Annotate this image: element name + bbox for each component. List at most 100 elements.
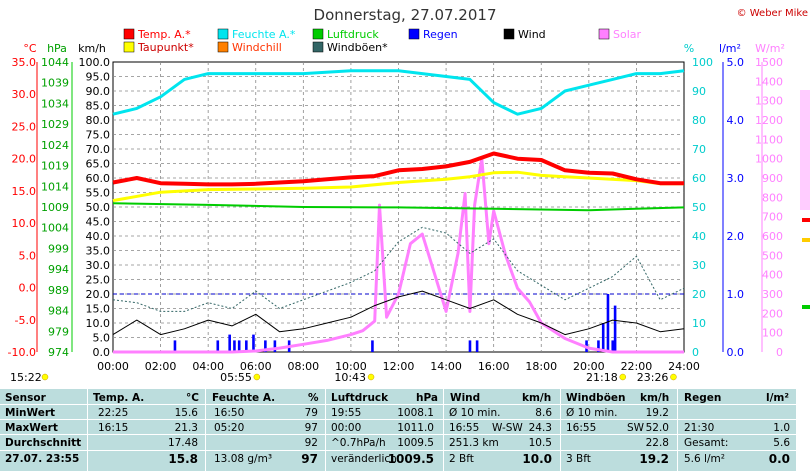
tick-label-humidity: 50	[692, 201, 706, 214]
right-edge-strip	[800, 90, 810, 309]
series-line-windb-en	[112, 226, 685, 312]
table-cell-wind-v: 10.0	[522, 452, 552, 466]
legend-label: Taupunkt*	[137, 41, 194, 54]
sun-marker-label: 05:55	[220, 371, 252, 384]
tick-label-wind: 25.0	[86, 274, 111, 287]
table-cell-press-t: ^0.7hPa/h	[331, 437, 386, 449]
x-tick-label: 10:00	[335, 360, 367, 373]
table-cell-rain-v: 5.6	[773, 437, 790, 449]
tick-label-wind: 35.0	[86, 245, 111, 258]
tick-label-temp: 35.0	[12, 56, 37, 69]
header-pressure-unit: hPa	[416, 392, 438, 404]
tick-label-solar: 1500	[755, 56, 783, 69]
tick-label-wind: 30.0	[86, 259, 111, 272]
series-lines	[112, 69, 685, 354]
tick-label-wind: 80.0	[86, 114, 111, 127]
table-cell-wind-v: 24.3	[528, 422, 552, 434]
table-cell-rain-t: 21:30	[684, 422, 715, 434]
tick-label-pressure: 1009	[41, 201, 69, 214]
tick-label-pressure: 1044	[41, 56, 69, 69]
table-cell-press-v: 1009.5	[397, 437, 434, 449]
sun-marker-icon	[619, 373, 627, 381]
tick-label-wind: 60.0	[86, 172, 111, 185]
legend-swatch	[408, 28, 420, 40]
tick-label-pressure: 989	[48, 284, 69, 297]
tick-label-humidity: 10	[692, 317, 706, 330]
tick-label-temp: 25.0	[12, 120, 37, 133]
table-cell-rain-t: 5.6 l/m²	[684, 453, 725, 465]
x-tick-label: 16:00	[478, 360, 510, 373]
unit-label-solar: W/m²	[755, 42, 785, 55]
tick-label-temp: 10.0	[12, 217, 37, 230]
rain-bars	[173, 294, 617, 352]
tick-label-pressure: 979	[48, 325, 69, 338]
rain-bar	[601, 323, 605, 352]
legend-swatch	[312, 28, 324, 40]
header-humidity-unit: %	[308, 392, 319, 404]
table-cell-temp-v: 15.8	[168, 452, 198, 466]
tick-label-wind: 85.0	[86, 100, 111, 113]
tick-label-solar: 700	[762, 211, 783, 224]
sun-marker-label: 15:22	[10, 371, 42, 384]
legend-label: Windchill	[232, 41, 282, 54]
x-tick-label: 00:00	[97, 360, 129, 373]
header-wind: Wind	[450, 392, 481, 404]
table-cell-temp-v: 17.48	[167, 437, 198, 449]
tick-label-humidity: 60	[692, 172, 706, 185]
x-tick-label: 18:00	[525, 360, 557, 373]
header-humidity: Feuchte A.	[212, 392, 276, 404]
tick-label-humidity: 40	[692, 230, 706, 243]
unit-label-humidity: %	[684, 42, 694, 55]
tick-label-pressure: 994	[48, 263, 69, 276]
tick-label-solar: 1300	[755, 95, 783, 108]
rain-bar	[233, 340, 236, 352]
series-line-temp-a	[112, 151, 684, 187]
table-cell-label: 27.07. 23:55	[5, 453, 80, 465]
tick-label-humidity: 90	[692, 85, 706, 98]
sun-markers: 15:22 05:55 10:43 21:18 23:26	[10, 371, 677, 384]
legend-label: Regen	[423, 28, 458, 41]
tick-label-solar: 1000	[755, 153, 783, 166]
table-cell-hum-v: 92	[304, 437, 318, 449]
table-cell-gust-v: 52.0	[645, 422, 669, 434]
tick-label-wind: 20.0	[86, 288, 111, 301]
x-tick-label: 08:00	[287, 360, 319, 373]
axis-unit-labels: °C hPa km/h% l/m² W/m²	[23, 42, 784, 55]
tick-label-pressure: 1039	[41, 77, 69, 90]
rain-bar	[611, 340, 615, 352]
table-cell-hum-t: 05:20	[214, 422, 245, 434]
tick-label-humidity: 100	[692, 56, 713, 69]
tick-label-temp: 15.0	[12, 185, 37, 198]
table-cell-gust-v: 19.2	[639, 452, 669, 466]
tick-label-wind: 5.0	[93, 332, 111, 345]
tick-label-rain: 0.0	[727, 346, 745, 359]
table-cell-press-v: 1011.0	[397, 422, 434, 434]
series-line-solar	[113, 157, 684, 354]
tick-label-rain: 3.0	[727, 172, 745, 185]
rain-bar	[606, 294, 610, 352]
table-cell-gust-v: 22.8	[645, 437, 669, 449]
tick-label-humidity: 0	[692, 346, 699, 359]
rain-bar	[613, 305, 617, 352]
table-cell-gust-t: 3 Bft	[566, 453, 591, 465]
table-cell-label: Durchschnitt	[5, 437, 82, 449]
table-cell-gust-d: SW	[627, 422, 645, 434]
table-cell-press-t: veränderlich	[331, 453, 397, 465]
table-cell-press-v: 1009.5	[387, 452, 434, 466]
sun-marker-label: 10:43	[334, 371, 366, 384]
tick-label-solar: 500	[762, 249, 783, 262]
legend-label: Solar	[613, 28, 642, 41]
chart-title: Donnerstag, 27.07.2017	[314, 6, 497, 24]
rain-bar	[228, 334, 231, 352]
stats-table: Sensor Temp. A. °C Feuchte A. % Luftdruc…	[0, 388, 796, 471]
rain-bar	[264, 340, 267, 352]
table-cell-hum-v: 79	[304, 407, 318, 419]
unit-label-temp: °C	[23, 42, 37, 55]
x-axis-ticks: 00:00 02:00 04:00 06:00 08:00 10:00 12:00 14:00…	[97, 360, 700, 373]
sun-marker-icon	[670, 373, 677, 381]
tick-label-temp: -10.0	[8, 346, 36, 359]
tick-label-pressure: 1019	[41, 160, 69, 173]
tick-label-pressure: 1029	[41, 118, 69, 131]
table-cell-temp-v: 21.3	[174, 422, 198, 434]
table-cell-wind-t: 2 Bft	[449, 453, 474, 465]
